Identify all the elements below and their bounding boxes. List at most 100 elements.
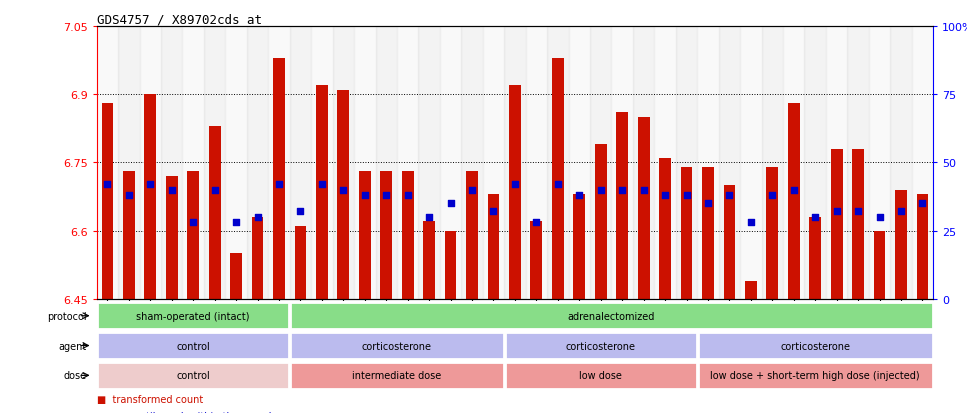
Bar [917,195,928,299]
Bar [337,90,349,299]
Point [378,192,394,199]
Bar [826,27,847,299]
Bar [831,150,842,299]
Bar [483,27,504,299]
Bar [509,86,521,299]
Bar [547,27,569,299]
Bar [97,27,118,299]
Point [464,187,480,193]
Bar [697,27,718,299]
Bar [268,27,290,299]
Bar [209,127,220,299]
Point [357,192,372,199]
Bar [204,27,225,299]
Text: agent: agent [58,341,87,351]
Bar [333,27,354,299]
FancyBboxPatch shape [290,332,504,359]
Text: dose: dose [64,370,87,380]
Bar [225,27,247,299]
Bar [590,27,611,299]
Point [293,209,308,215]
Bar [659,159,671,299]
Point [186,219,201,226]
Bar [504,27,526,299]
Point [443,200,458,207]
Bar [419,27,440,299]
Point [550,181,566,188]
Bar [118,27,139,299]
Bar [891,27,912,299]
Bar [295,226,307,299]
Bar [166,176,178,299]
Bar [681,167,692,299]
Text: control: control [176,341,210,351]
Bar [273,59,285,299]
Point [400,192,416,199]
Point [272,181,287,188]
Bar [912,27,933,299]
Point [894,209,909,215]
Point [249,214,265,221]
Bar [655,27,676,299]
Bar [873,231,886,299]
Bar [230,254,242,299]
Bar [895,190,907,299]
Text: ■  transformed count: ■ transformed count [97,394,203,404]
Bar [290,27,311,299]
Text: corticosterone: corticosterone [780,341,850,351]
FancyBboxPatch shape [505,332,696,359]
Bar [767,167,778,299]
Point [228,219,244,226]
Point [142,181,158,188]
Bar [359,172,370,299]
FancyBboxPatch shape [505,362,696,389]
Point [743,219,758,226]
Point [614,187,630,193]
Point [164,187,180,193]
Point [915,200,930,207]
Bar [852,150,864,299]
Point [100,181,115,188]
Bar [632,27,655,299]
Bar [311,27,333,299]
Bar [611,27,632,299]
Bar [762,27,783,299]
Bar [595,145,606,299]
Bar [354,27,375,299]
Bar [402,172,414,299]
Point [529,219,544,226]
Bar [397,27,419,299]
Point [121,192,136,199]
Bar [375,27,397,299]
Bar [526,27,547,299]
Text: corticosterone: corticosterone [362,341,432,351]
Point [485,209,501,215]
Bar [188,172,199,299]
Bar [487,195,499,299]
Text: control: control [176,370,210,380]
Bar [569,27,590,299]
Bar [102,104,113,299]
Text: corticosterone: corticosterone [566,341,635,351]
Text: adrenalectomized: adrenalectomized [568,311,655,321]
FancyBboxPatch shape [98,302,289,330]
Point [593,187,608,193]
Bar [380,172,393,299]
Bar [809,217,821,299]
Bar [740,27,762,299]
Point [721,192,737,199]
Bar [251,217,263,299]
Bar [161,27,183,299]
Point [314,181,330,188]
Bar [616,113,628,299]
Point [336,187,351,193]
Bar [702,167,714,299]
Bar [552,59,564,299]
Bar [676,27,697,299]
Point [636,187,652,193]
Point [872,214,888,221]
Bar [123,172,134,299]
Bar [461,27,483,299]
Point [422,214,437,221]
Bar [183,27,204,299]
